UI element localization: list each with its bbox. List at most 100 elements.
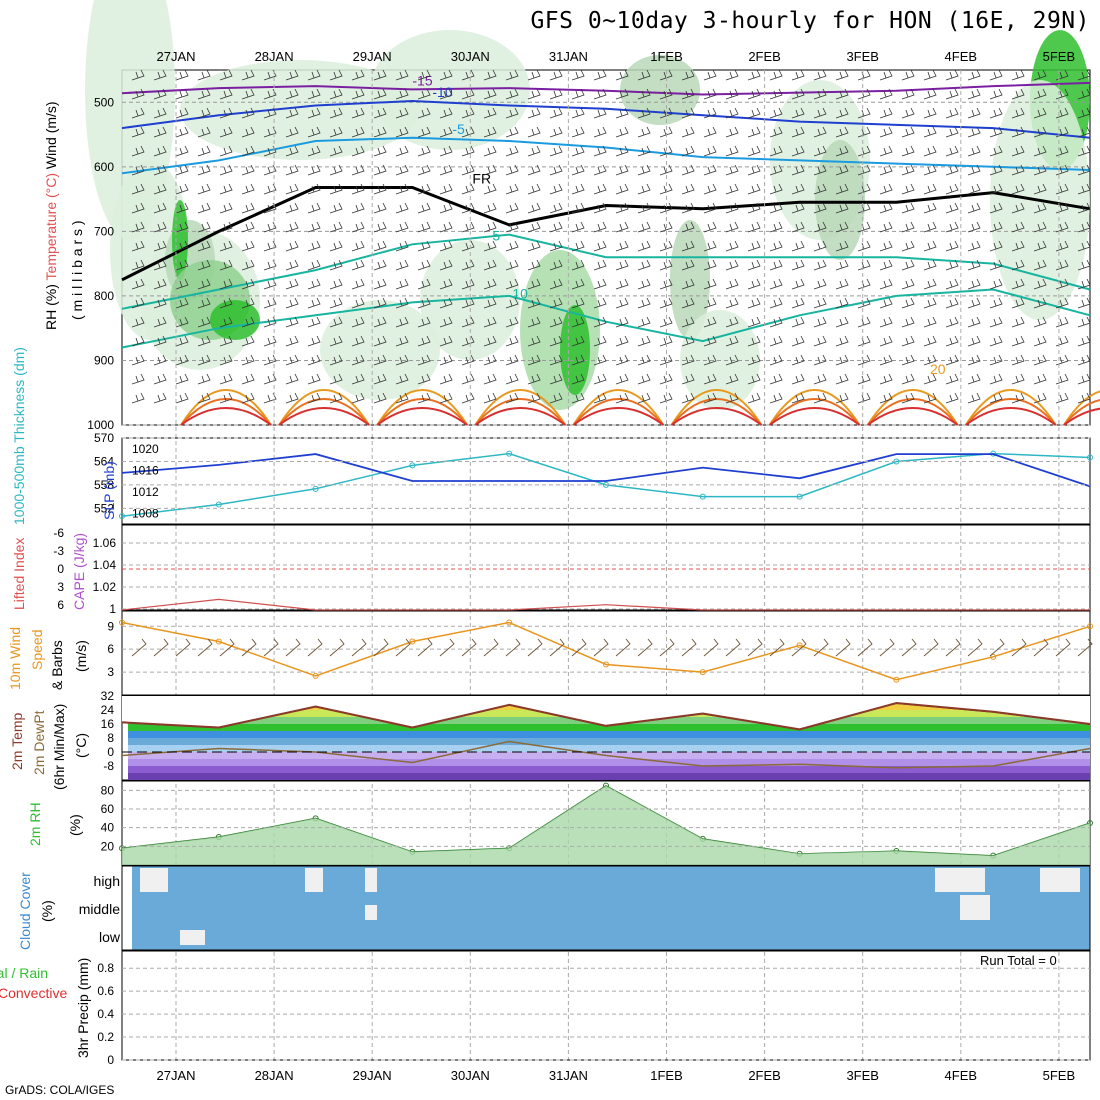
wind-barb (593, 392, 607, 404)
wind-barb (901, 278, 915, 290)
warm-contour-arc (376, 389, 469, 426)
wind-speed-tick-label: 6 (107, 642, 114, 656)
pressure-tick-label: 800 (94, 289, 114, 303)
wind-barb (373, 354, 387, 366)
wind-barb (703, 240, 717, 252)
wind-barb (439, 240, 453, 252)
rh-shade-region-9 (420, 240, 520, 360)
wind-barb (747, 107, 761, 119)
wind-barb (923, 126, 937, 138)
wind-barb (1033, 164, 1047, 176)
wind-barb (747, 145, 761, 157)
wind-barb (1077, 354, 1091, 366)
wind-barb (483, 297, 497, 309)
wind-barb (395, 202, 409, 214)
wind-barb (923, 107, 937, 119)
cloud-clear-patch (1040, 868, 1080, 892)
wind-barb (417, 88, 431, 100)
wind-barb (175, 240, 189, 252)
wind-barb (681, 183, 695, 195)
wind-barb (901, 183, 915, 195)
wind-barb (835, 88, 849, 100)
wind-barb (351, 164, 365, 176)
wind-barb (175, 259, 189, 271)
wind-barb (703, 183, 717, 195)
wind-barb (945, 392, 959, 404)
rh-shade-region-19 (320, 300, 440, 400)
wind-barb (967, 221, 981, 233)
wind-barb (483, 316, 497, 328)
wind-barb (571, 354, 585, 366)
wind-barb (681, 278, 695, 290)
chart-title: GFS 0~10day 3-hourly for HON (16E, 29N) (530, 8, 1090, 34)
wind-barb (615, 392, 629, 404)
wind-barb (615, 164, 629, 176)
wind-barb (373, 69, 387, 81)
wind-barb (637, 278, 651, 290)
wind-barb (307, 88, 321, 100)
wind-barb (769, 183, 783, 195)
wind-barb (307, 183, 321, 195)
wind-barb (307, 107, 321, 119)
wind-barb (989, 335, 1003, 347)
warm-contour-arc (474, 407, 566, 426)
wind-barb (791, 240, 805, 252)
wind-barb (681, 316, 695, 328)
wind-barb (1033, 278, 1047, 290)
wind-barb (813, 183, 827, 195)
rh-shade-region-7 (180, 60, 420, 160)
wind10m-barb (329, 638, 345, 657)
wind-barb (791, 373, 805, 385)
wind-barb (241, 145, 255, 157)
wind-barb (1077, 88, 1091, 100)
wind-barb (835, 316, 849, 328)
wind-barb (505, 259, 519, 271)
wind-barb (967, 278, 981, 290)
wind-barb (945, 145, 959, 157)
wind-barb (395, 278, 409, 290)
wind-barb (1077, 316, 1091, 328)
wind-barb (725, 107, 739, 119)
wind-barb (593, 126, 607, 138)
wind-barb (901, 107, 915, 119)
wind-speed-series-line-marker (409, 638, 416, 645)
date-label-top: 27JAN (156, 49, 195, 64)
wind-barb (1055, 183, 1069, 195)
wind-barb (461, 88, 475, 100)
wind-barb (197, 335, 211, 347)
wind-barb (461, 373, 475, 385)
wind-barb (505, 354, 519, 366)
wind-barb (725, 88, 739, 100)
wind-barb (945, 259, 959, 271)
wind-barb (1055, 126, 1069, 138)
precip-tick-label: 0.8 (97, 961, 114, 975)
wind-barb (835, 297, 849, 309)
wind-barb (307, 240, 321, 252)
precip-units: 3hr Precip (mm) (75, 958, 91, 1058)
temperature-label: Temperature (°C) (43, 169, 59, 280)
wind-barb (197, 69, 211, 81)
wind-barb (901, 126, 915, 138)
wind10m-barb (769, 638, 785, 657)
wind-barb (769, 69, 783, 81)
wind-barb (285, 392, 299, 404)
wind-barb (813, 88, 827, 100)
wind10m-barb (285, 638, 301, 657)
wind-barb (945, 126, 959, 138)
wind-barb (923, 145, 937, 157)
wind-barb (505, 316, 519, 328)
wind-barb (725, 221, 739, 233)
wind-barb (879, 297, 893, 309)
wind-barb (703, 145, 717, 157)
date-label-top: 3FEB (846, 49, 879, 64)
warm-contour-arc (180, 398, 272, 426)
wind-barb (1011, 145, 1025, 157)
warm-contour-arc (1063, 399, 1100, 426)
wind-barb (747, 278, 761, 290)
cloud-clear-patch (960, 895, 990, 920)
wind-barb (329, 183, 343, 195)
wind-barb (681, 240, 695, 252)
wind-barb (197, 145, 211, 157)
wind-barb (461, 183, 475, 195)
wind10m-barb (725, 638, 741, 657)
